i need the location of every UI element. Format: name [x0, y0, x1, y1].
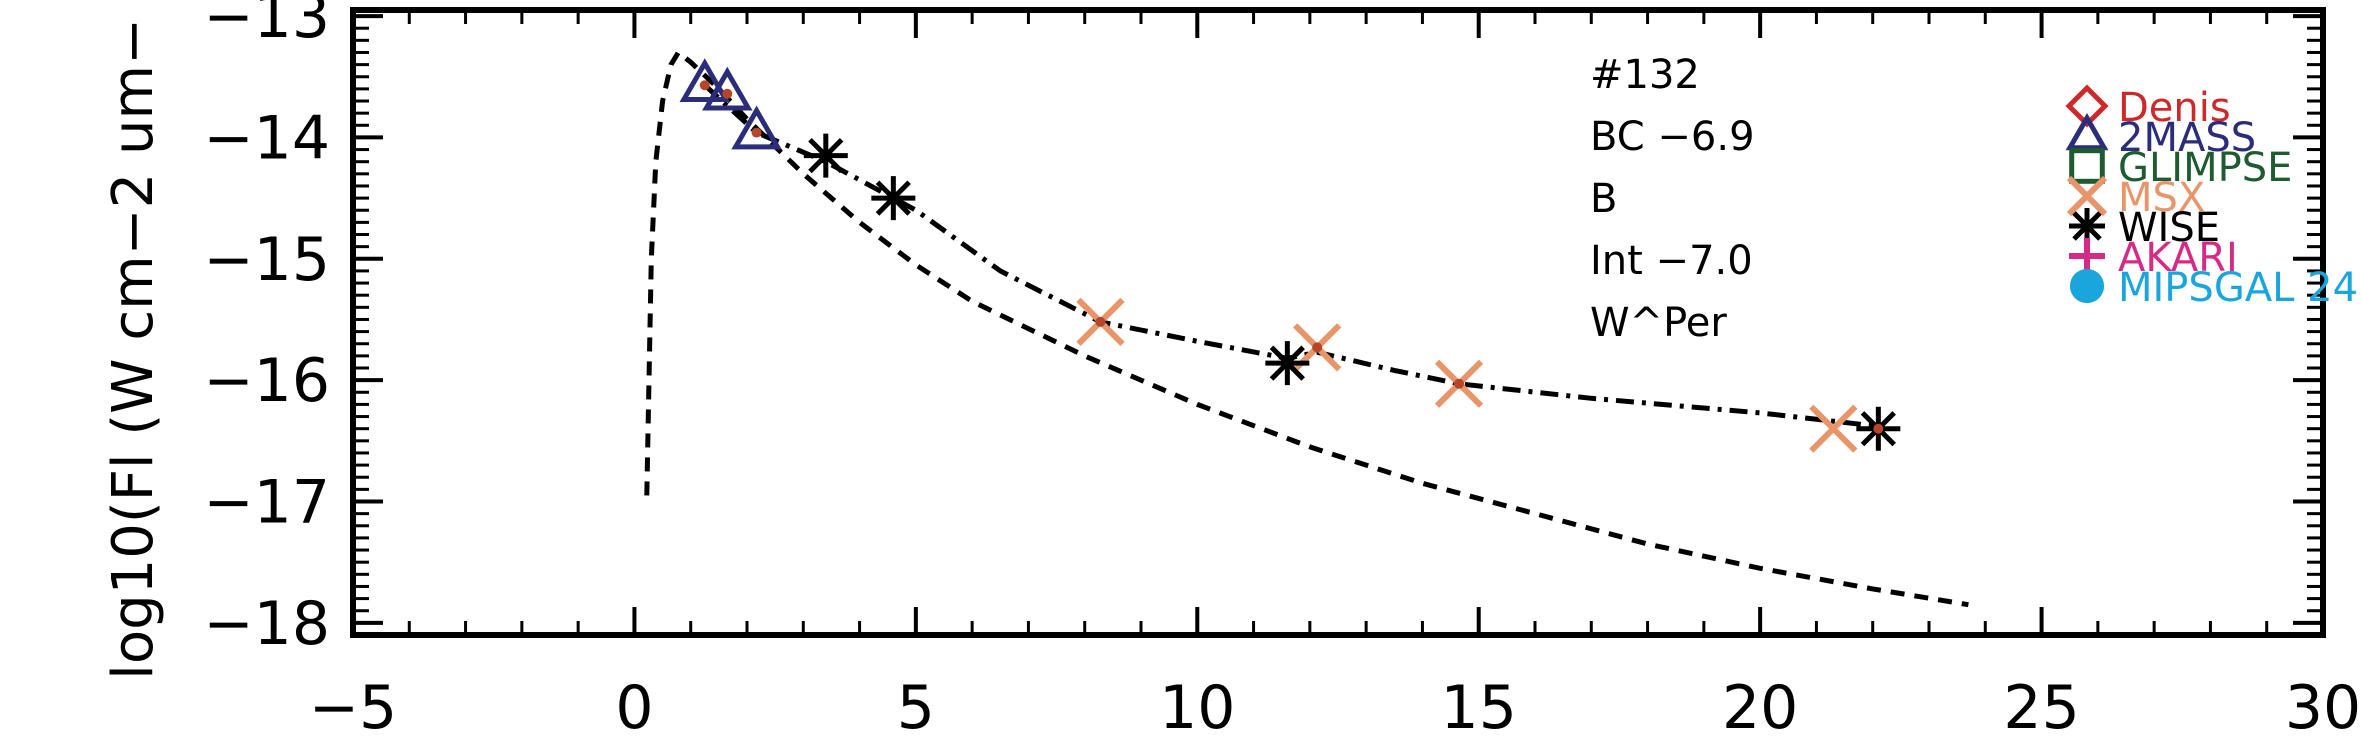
y-tick-label: −14 — [203, 103, 330, 173]
legend-label: GLIMPSE — [2118, 145, 2292, 191]
asterisk-data-point — [871, 176, 916, 221]
legend-label: WISE — [2118, 205, 2220, 251]
legend-label: 2MASS — [2118, 115, 2256, 161]
legend-triangle-icon — [2065, 112, 2109, 151]
model-flux-dot — [1095, 316, 1106, 327]
triangle-data-point — [731, 105, 782, 150]
plot-frame — [350, 7, 2326, 638]
legend-plus-icon — [2069, 238, 2105, 274]
legend-label: AKARI — [2118, 235, 2238, 281]
annotation-line: BC −6.9 — [1590, 114, 1755, 160]
x-data-point — [1809, 404, 1858, 453]
asterisk-data-point — [1265, 341, 1310, 386]
legend-x-icon — [2066, 175, 2108, 217]
y-tick-label: −17 — [203, 468, 330, 538]
x-tick-labels: −5 0 5 10 15 20 25 30 — [309, 673, 2361, 743]
annotation-line: #132 — [1590, 52, 1700, 98]
model-flux-dot — [1873, 423, 1884, 434]
annotation-line: Int −7.0 — [1590, 238, 1753, 284]
triangle-data-point — [679, 58, 731, 103]
triangle-data-point — [702, 66, 753, 111]
model-flux-dot — [722, 88, 733, 99]
x-tick-label: 20 — [1722, 673, 1798, 743]
annotation-block: #132 BC −6.9 B Int −7.0 W^Per — [1590, 52, 1755, 346]
asterisk-data-point — [803, 133, 848, 178]
x-tick-label: 10 — [1159, 673, 1235, 743]
model-flux-dot — [699, 80, 710, 91]
model-curves — [644, 48, 1969, 608]
y-tick-label: −16 — [203, 346, 330, 416]
y-axis-title: log10(Fl (W cm−2 um− — [101, 18, 166, 680]
y-tick-label: −18 — [203, 589, 330, 659]
dashed-model-curve — [644, 48, 1969, 608]
x-tick-label: 30 — [2285, 673, 2361, 743]
x-tick-label: −5 — [309, 673, 397, 743]
x-tick-label: 0 — [615, 673, 653, 743]
legend-label: Denis — [2118, 85, 2231, 131]
legend-label: MIPSGAL 24 — [2118, 265, 2358, 311]
axis-ticks — [351, 10, 2325, 637]
model-flux-dot — [1312, 342, 1323, 353]
legend-square-icon — [2069, 148, 2105, 184]
y-tick-label: −15 — [203, 225, 330, 295]
annotation-line: W^Per — [1590, 300, 1727, 346]
photometry-markers — [679, 58, 1901, 453]
y-tick-label: −13 — [203, 0, 330, 52]
legend-label: MSX — [2118, 175, 2205, 221]
x-tick-label: 5 — [897, 673, 935, 743]
x-tick-label: 15 — [1441, 673, 1517, 743]
model-flux-dot — [751, 127, 762, 138]
x-tick-label: 25 — [2003, 673, 2079, 743]
model-flux-dot — [1454, 378, 1465, 389]
legend-circle-icon — [2069, 268, 2105, 304]
legend-diamond-icon — [2065, 84, 2109, 128]
y-tick-labels: −13 −14 −15 −16 −17 −18 — [203, 0, 330, 659]
annotation-line: B — [1590, 176, 1617, 222]
legend-asterisk-icon — [2069, 208, 2105, 244]
